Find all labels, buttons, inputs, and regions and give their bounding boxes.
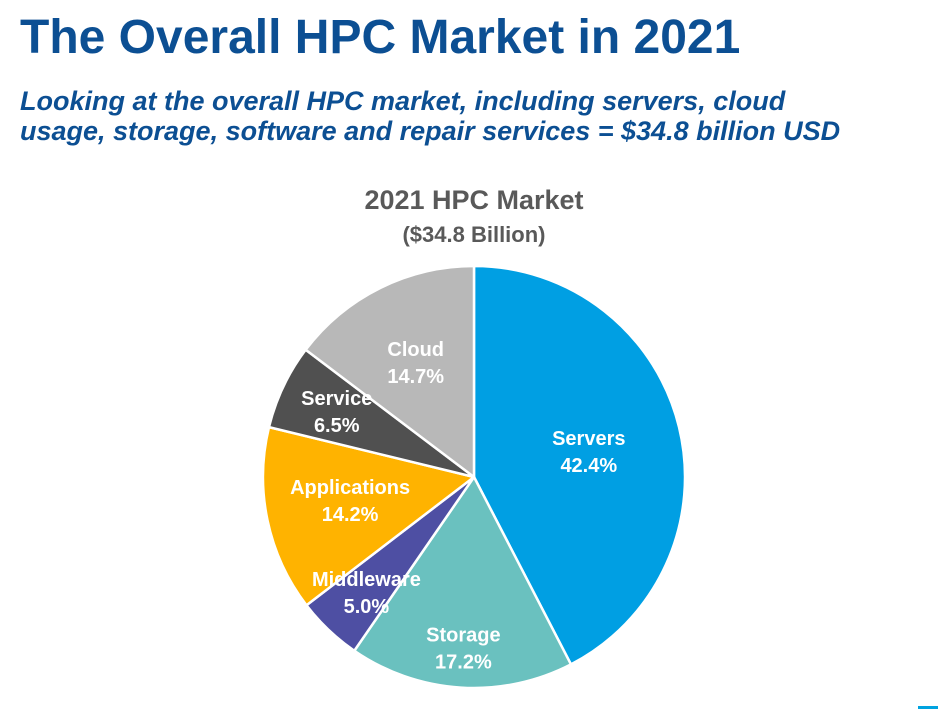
page-title: The Overall HPC Market in 2021 [20, 11, 741, 64]
slice-value-middleware: 5.0% [344, 596, 390, 618]
slice-label-storage: Storage [426, 624, 500, 646]
slice-value-storage: 17.2% [435, 651, 492, 673]
pie-slice-cloud [304, 264, 476, 479]
slice-label-servers: Servers [552, 428, 625, 450]
slice-value-applications: 14.2% [322, 504, 379, 526]
slice-label-service: Service [301, 388, 372, 410]
slice-label-applications: Applications [290, 477, 410, 499]
slice-label-middleware: Middleware [312, 569, 421, 591]
corner-accent-line [918, 706, 938, 709]
subtitle-line-1: Looking at the overall HPC market, inclu… [20, 86, 786, 116]
pie-labels: Servers 42.4% Storage 17.2% Middleware 5.0% Ap… [290, 339, 625, 674]
slice-value-cloud: 14.7% [387, 366, 444, 388]
page-subtitle: Looking at the overall HPC market, inclu… [20, 86, 840, 146]
pie-slice-storage [353, 475, 573, 690]
slice-value-service: 6.5% [314, 415, 360, 437]
pie-slice-servers [472, 264, 687, 666]
pie-slices [261, 264, 687, 690]
slice-label-cloud: Cloud [387, 339, 444, 361]
chart-subtitle: ($34.8 Billion) [402, 222, 545, 247]
chart-title: 2021 HPC Market [364, 185, 583, 215]
slice-value-servers: 42.4% [560, 455, 617, 477]
pie-slice-applications [261, 425, 476, 607]
subtitle-line-2: usage, storage, software and repair serv… [20, 116, 841, 146]
